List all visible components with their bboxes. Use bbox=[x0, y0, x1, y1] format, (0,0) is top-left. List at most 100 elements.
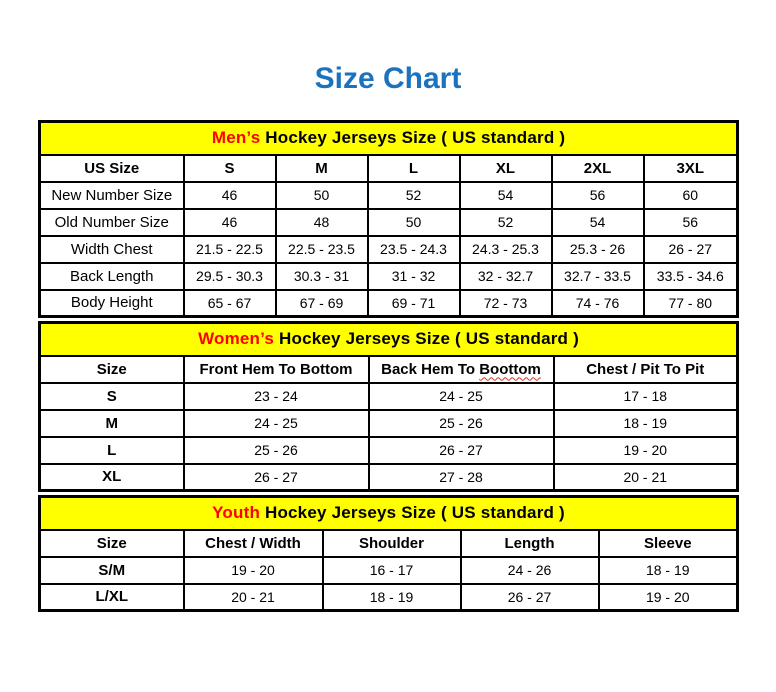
value-cell: 74 - 76 bbox=[550, 288, 645, 318]
mens-table-caption: Men’s Hockey Jerseys Size ( US standard … bbox=[38, 120, 739, 156]
value-cell: 32 - 32.7 bbox=[458, 261, 553, 291]
youth-caption-rest: Hockey Jerseys Size ( US standard ) bbox=[260, 503, 565, 523]
value-cell: 32.7 - 33.5 bbox=[550, 261, 645, 291]
size-chart-tables: Men’s Hockey Jerseys Size ( US standard … bbox=[38, 120, 740, 612]
row-label: L/XL bbox=[38, 582, 185, 612]
value-cell: 65 - 67 bbox=[182, 288, 277, 318]
mens-header-row: US Size S M L XL 2XL 3XL bbox=[38, 153, 739, 183]
column-header: Chest / Pit To Pit bbox=[552, 354, 739, 384]
value-cell: 20 - 21 bbox=[182, 582, 324, 612]
youth-size-table: Youth Hockey Jerseys Size ( US standard … bbox=[38, 495, 740, 612]
value-cell: 54 bbox=[550, 207, 645, 237]
value-cell: 23.5 - 24.3 bbox=[366, 234, 461, 264]
table-row: New Number Size 46 50 52 54 56 60 bbox=[38, 180, 739, 210]
table-row: L/XL 20 - 21 18 - 19 26 - 27 19 - 20 bbox=[38, 582, 739, 612]
row-label: M bbox=[38, 408, 185, 438]
value-cell: 33.5 - 34.6 bbox=[642, 261, 739, 291]
page-title: Size Chart bbox=[314, 62, 462, 95]
value-cell: 77 - 80 bbox=[642, 288, 739, 318]
value-cell: 52 bbox=[366, 180, 461, 210]
column-header: Back Hem To Boottom bbox=[367, 354, 555, 384]
table-row: L 25 - 26 26 - 27 19 - 20 bbox=[38, 435, 739, 465]
column-header-text: Back Hem To bbox=[381, 360, 476, 378]
value-cell: 26 - 27 bbox=[459, 582, 600, 612]
youth-caption-accent: Youth bbox=[212, 503, 261, 523]
misspelled-word: Boottom bbox=[479, 360, 541, 378]
value-cell: 25 - 26 bbox=[367, 408, 555, 438]
table-row: XL 26 - 27 27 - 28 20 - 21 bbox=[38, 462, 739, 492]
value-cell: 67 - 69 bbox=[274, 288, 369, 318]
mens-caption-accent: Men’s bbox=[211, 128, 261, 148]
womens-caption-rest: Hockey Jerseys Size ( US standard ) bbox=[274, 329, 579, 349]
column-header: Length bbox=[459, 528, 600, 558]
value-cell: 24 - 25 bbox=[367, 381, 555, 411]
value-cell: 19 - 20 bbox=[182, 555, 324, 585]
row-label: Width Chest bbox=[38, 234, 185, 264]
mens-size-table: Men’s Hockey Jerseys Size ( US standard … bbox=[38, 120, 740, 318]
column-header: Size bbox=[38, 354, 185, 384]
column-header: S bbox=[182, 153, 277, 183]
value-cell: 52 bbox=[458, 207, 553, 237]
value-cell: 25.3 - 26 bbox=[550, 234, 645, 264]
value-cell: 22.5 - 23.5 bbox=[274, 234, 369, 264]
row-label: Old Number Size bbox=[38, 207, 185, 237]
value-cell: 29.5 - 30.3 bbox=[182, 261, 277, 291]
value-cell: 46 bbox=[182, 207, 277, 237]
value-cell: 46 bbox=[182, 180, 277, 210]
column-header: 3XL bbox=[642, 153, 739, 183]
column-header: Shoulder bbox=[321, 528, 462, 558]
value-cell: 18 - 19 bbox=[552, 408, 739, 438]
value-cell: 27 - 28 bbox=[367, 462, 555, 492]
value-cell: 31 - 32 bbox=[366, 261, 461, 291]
value-cell: 24 - 26 bbox=[459, 555, 600, 585]
row-label: XL bbox=[38, 462, 185, 492]
value-cell: 16 - 17 bbox=[321, 555, 462, 585]
value-cell: 50 bbox=[366, 207, 461, 237]
value-cell: 26 - 27 bbox=[367, 435, 555, 465]
womens-table-caption: Women’s Hockey Jerseys Size ( US standar… bbox=[38, 321, 739, 357]
column-header: M bbox=[274, 153, 369, 183]
value-cell: 19 - 20 bbox=[597, 582, 739, 612]
youth-header-row: Size Chest / Width Shoulder Length Sleev… bbox=[38, 528, 739, 558]
column-header: Sleeve bbox=[597, 528, 739, 558]
womens-band-row: Women’s Hockey Jerseys Size ( US standar… bbox=[38, 321, 739, 357]
value-cell: 69 - 71 bbox=[366, 288, 461, 318]
table-row: Back Length 29.5 - 30.3 30.3 - 31 31 - 3… bbox=[38, 261, 739, 291]
mens-caption-rest: Hockey Jerseys Size ( US standard ) bbox=[260, 128, 566, 148]
column-header: XL bbox=[458, 153, 553, 183]
column-header: Front Hem To Bottom bbox=[182, 354, 370, 384]
value-cell: 17 - 18 bbox=[552, 381, 739, 411]
table-row: S/M 19 - 20 16 - 17 24 - 26 18 - 19 bbox=[38, 555, 739, 585]
column-header: L bbox=[366, 153, 461, 183]
value-cell: 18 - 19 bbox=[597, 555, 739, 585]
row-label: New Number Size bbox=[38, 180, 185, 210]
value-cell: 26 - 27 bbox=[642, 234, 739, 264]
row-label: S/M bbox=[38, 555, 185, 585]
value-cell: 60 bbox=[642, 180, 739, 210]
value-cell: 24 - 25 bbox=[182, 408, 370, 438]
womens-caption-accent: Women’s bbox=[198, 329, 275, 349]
value-cell: 19 - 20 bbox=[552, 435, 739, 465]
value-cell: 23 - 24 bbox=[182, 381, 370, 411]
table-row: Body Height 65 - 67 67 - 69 69 - 71 72 -… bbox=[38, 288, 739, 318]
womens-header-row: Size Front Hem To Bottom Back Hem To Boo… bbox=[38, 354, 739, 384]
value-cell: 56 bbox=[550, 180, 645, 210]
table-row: M 24 - 25 25 - 26 18 - 19 bbox=[38, 408, 739, 438]
column-header: 2XL bbox=[550, 153, 645, 183]
table-row: Old Number Size 46 48 50 52 54 56 bbox=[38, 207, 739, 237]
column-header: Chest / Width bbox=[182, 528, 324, 558]
row-label: S bbox=[38, 381, 185, 411]
value-cell: 72 - 73 bbox=[458, 288, 553, 318]
value-cell: 56 bbox=[642, 207, 739, 237]
mens-band-row: Men’s Hockey Jerseys Size ( US standard … bbox=[38, 120, 739, 156]
value-cell: 54 bbox=[458, 180, 553, 210]
value-cell: 50 bbox=[274, 180, 369, 210]
row-label: Body Height bbox=[38, 288, 185, 318]
column-header: Size bbox=[38, 528, 185, 558]
row-label: Back Length bbox=[38, 261, 185, 291]
youth-table-caption: Youth Hockey Jerseys Size ( US standard … bbox=[38, 495, 739, 531]
column-header: US Size bbox=[38, 153, 185, 183]
row-label: L bbox=[38, 435, 185, 465]
table-row: S 23 - 24 24 - 25 17 - 18 bbox=[38, 381, 739, 411]
